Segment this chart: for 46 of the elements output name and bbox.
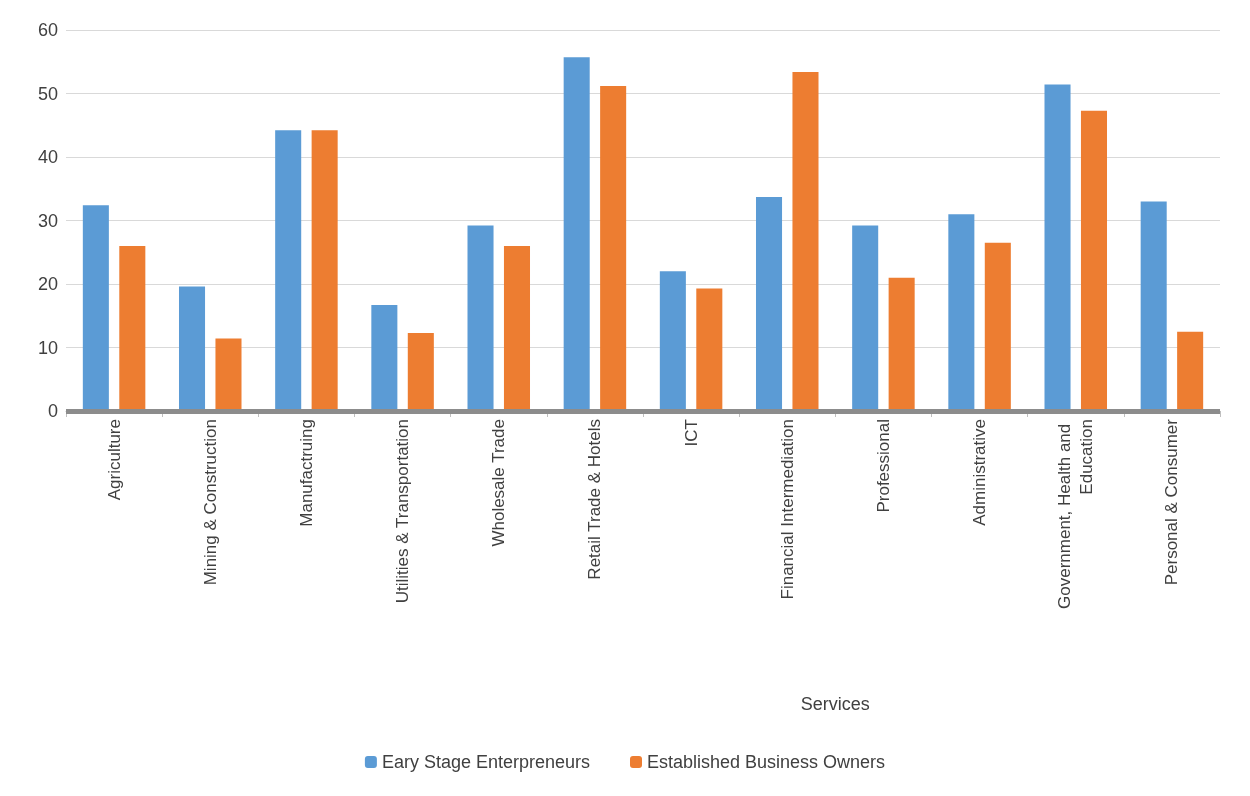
x-tick-label: Professional [873, 419, 893, 513]
bar [82, 205, 109, 411]
y-tick-label: 50 [37, 83, 58, 104]
bar [659, 271, 686, 411]
bar [792, 71, 819, 411]
bar [1080, 110, 1107, 411]
y-tick-label: 20 [37, 274, 58, 294]
bar [888, 277, 915, 411]
x-tick-label: Wholesale Trade [489, 419, 509, 547]
bar [948, 214, 975, 411]
x-tick-label: Government, Health and Education [1055, 419, 1097, 609]
y-tick-label: 60 [37, 20, 58, 40]
bar [119, 245, 146, 411]
x-tick-label: Agriculture [104, 419, 124, 501]
x-tick-label: Manufactruing [296, 419, 316, 527]
bar [563, 57, 590, 411]
bar [179, 286, 206, 411]
x-tick-label: Retail Trade & Hotels [585, 419, 605, 580]
bar [852, 225, 879, 411]
y-tick-label: 30 [37, 210, 58, 231]
bar [1177, 331, 1204, 411]
legend-label: Eary Stage Enterpreneurs [381, 752, 591, 772]
bar [371, 304, 398, 411]
x-tick-label: Administrative [970, 419, 990, 526]
bar [600, 85, 627, 411]
bar [275, 130, 302, 411]
bar [215, 338, 242, 411]
bar [696, 288, 723, 411]
x-tick-label: Personal & Consumer [1162, 418, 1182, 586]
bar [984, 242, 1011, 411]
bar [311, 130, 338, 411]
y-tick-label: 0 [47, 401, 58, 421]
text: Services [800, 694, 870, 714]
bar [407, 332, 434, 411]
bar [756, 197, 783, 411]
x-tick-label: ICT [681, 419, 701, 447]
x-tick-label: Mining & Construction [200, 419, 220, 586]
legend-label: Established Business Owners [647, 752, 886, 772]
bar [1044, 84, 1071, 411]
bar [1140, 201, 1167, 411]
y-tick-label: 10 [37, 337, 58, 358]
y-tick-label: 40 [37, 147, 58, 167]
x-tick-label: Financial Intermediation [777, 419, 797, 600]
bar [503, 245, 530, 411]
bar [467, 225, 494, 411]
x-tick-label: Utilities & Transportation [393, 419, 413, 604]
